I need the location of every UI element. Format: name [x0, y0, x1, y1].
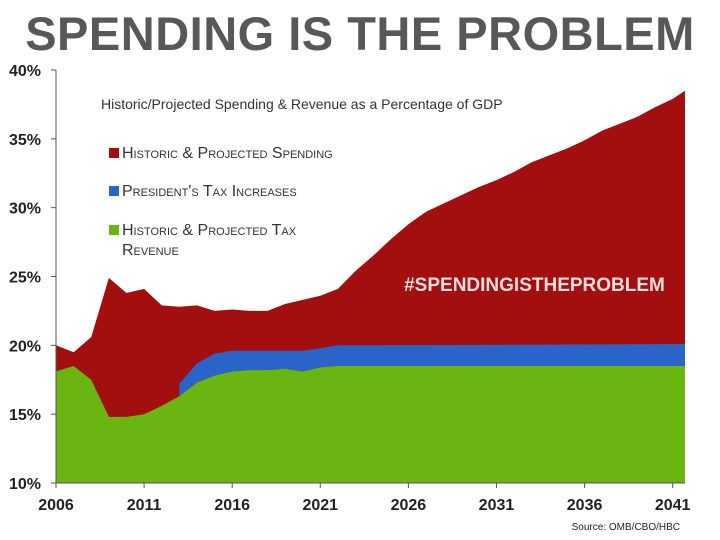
x-tick-label: 2041: [655, 497, 691, 514]
x-tick-label: 2021: [302, 497, 338, 514]
tax-increases-area: [179, 344, 686, 397]
x-tick-label: 2006: [38, 497, 74, 514]
x-tick-label: 2031: [479, 497, 515, 514]
chart-areas: [56, 90, 686, 483]
legend-label-tax-revenue: Historic & Projected Tax Revenue: [122, 222, 297, 259]
y-tick-label: 15%: [9, 407, 41, 424]
slide-title: SPENDING IS THE PROBLEM: [25, 7, 695, 60]
x-tick-label: 2016: [214, 497, 250, 514]
y-tick-label: 10%: [9, 476, 41, 493]
legend-label-tax-increases: President's Tax Increases: [122, 183, 297, 200]
source-note: Source: OMB/CBO/HBC: [571, 522, 680, 533]
y-tick-label: 30%: [9, 201, 41, 218]
x-tick-label: 2011: [127, 497, 162, 514]
y-tick-label: 20%: [9, 338, 41, 355]
x-tick-label: 2026: [391, 497, 427, 514]
legend-swatch-tax-revenue: [109, 225, 119, 235]
y-tick-label: 40%: [9, 63, 41, 80]
y-tick-label: 25%: [9, 270, 41, 287]
legend-label-spending: Historic & Projected Spending: [122, 145, 333, 162]
y-axis-ticks: 10% 15% 20% 25% 30% 35% 40%: [9, 63, 56, 493]
legend-swatch-spending: [109, 148, 119, 158]
hashtag-annotation: #SPENDINGISTHEPROBLEM: [404, 275, 665, 296]
x-tick-label: 2036: [567, 497, 603, 514]
legend-swatch-tax-increases: [109, 186, 119, 196]
tax-revenue-area: [56, 366, 685, 483]
chart-subtitle: Historic/Projected Spending & Revenue as…: [101, 96, 503, 112]
x-axis-ticks: 2006 2011 2016 2021 2026 2031 2036 2041: [38, 483, 691, 514]
y-tick-label: 35%: [9, 132, 41, 149]
